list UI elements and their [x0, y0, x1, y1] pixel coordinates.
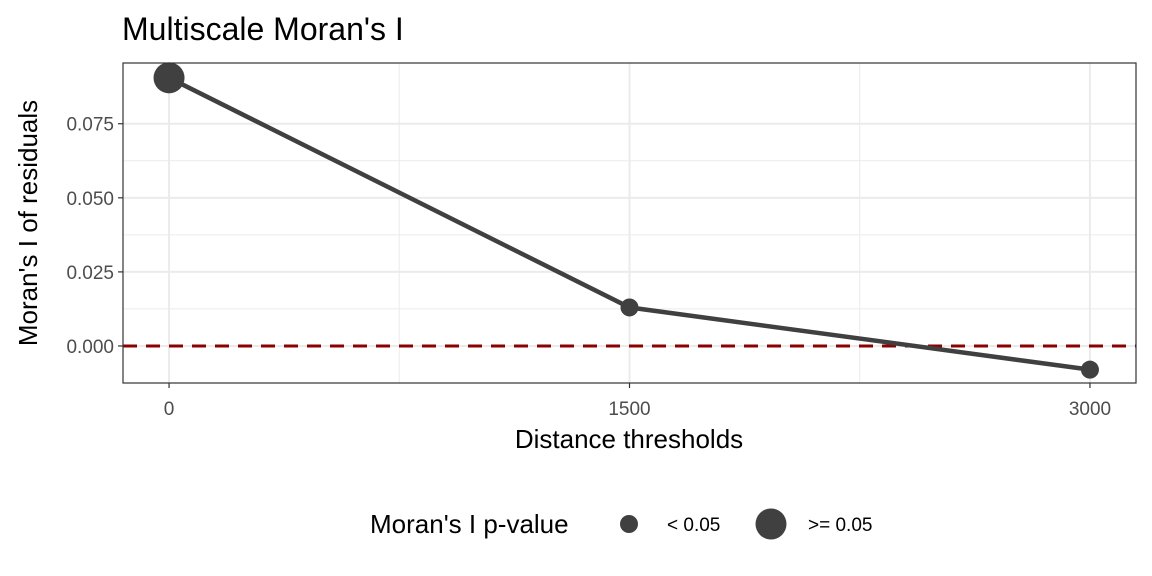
data-point: [620, 298, 639, 317]
y-tick-label: 0.050: [66, 189, 114, 210]
legend-key-small: [620, 515, 638, 533]
x-axis: 0 1500 3000: [164, 383, 1111, 420]
legend-label-small: < 0.05: [667, 515, 720, 536]
x-tick-label: 3000: [1069, 399, 1111, 420]
y-tick-label: 0.000: [66, 337, 114, 358]
chart-title: Multiscale Moran's I: [122, 11, 404, 47]
data-point: [153, 62, 185, 94]
y-tick-label: 0.075: [66, 115, 114, 136]
x-tick-label: 1500: [608, 399, 650, 420]
legend-title: Moran's I p-value: [370, 509, 569, 539]
legend-label-large: >= 0.05: [808, 515, 872, 536]
data-point: [1080, 360, 1099, 379]
y-tick-label: 0.025: [66, 263, 114, 284]
x-tick-label: 0: [164, 399, 175, 420]
x-axis-title: Distance thresholds: [515, 424, 743, 454]
grid: [123, 63, 1136, 383]
y-axis: 0.000 0.025 0.050 0.075: [66, 115, 123, 358]
legend: Moran's I p-value < 0.05 >= 0.05: [370, 508, 872, 540]
series: [153, 62, 1099, 379]
y-axis-title: Moran's I of residuals: [13, 100, 43, 346]
legend-key-large: [755, 508, 787, 540]
